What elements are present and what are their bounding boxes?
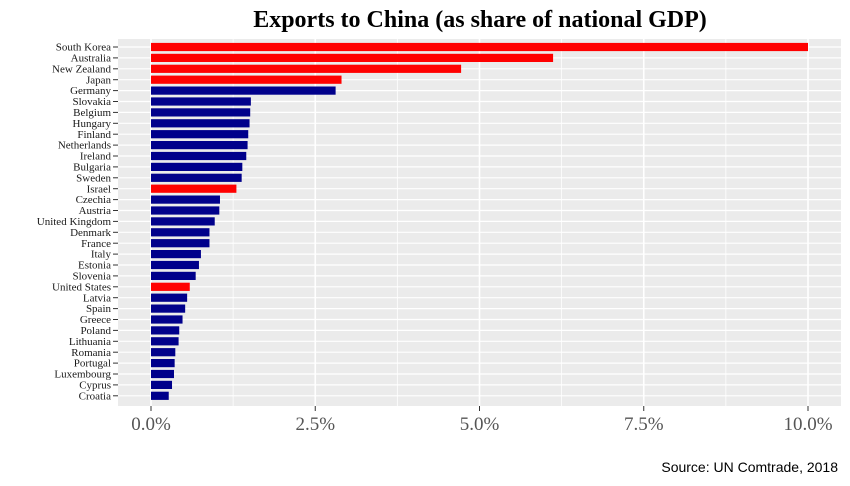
category-label: France bbox=[81, 238, 111, 250]
x-tick-label: 0.0% bbox=[131, 414, 171, 435]
category-label: Japan bbox=[86, 74, 112, 86]
category-label: Netherlands bbox=[58, 140, 111, 152]
bar bbox=[151, 97, 251, 106]
bar bbox=[151, 86, 336, 95]
category-label: United Kingdom bbox=[37, 216, 112, 228]
category-label: Germany bbox=[70, 85, 111, 97]
bar bbox=[151, 369, 174, 379]
category-label: Slovakia bbox=[73, 96, 112, 108]
category-label: Lithuania bbox=[69, 336, 111, 348]
bar bbox=[151, 293, 188, 302]
bar bbox=[151, 239, 210, 248]
bar bbox=[151, 130, 249, 139]
category-label: Austria bbox=[79, 205, 112, 217]
bar bbox=[151, 42, 808, 52]
x-tick-label: 5.0% bbox=[460, 414, 500, 435]
category-label: Italy bbox=[91, 249, 112, 261]
chart-title: Exports to China (as share of national G… bbox=[253, 7, 707, 33]
category-label: Spain bbox=[86, 303, 112, 315]
bar bbox=[151, 184, 237, 193]
x-axis-ticks: 0.0% 2.5% 5.0% 7.5% 10.0% bbox=[131, 406, 833, 435]
bar bbox=[151, 173, 242, 182]
category-label: Romania bbox=[71, 347, 111, 359]
category-label: Cyprus bbox=[79, 380, 111, 392]
bar bbox=[151, 348, 176, 357]
bar bbox=[151, 53, 554, 62]
category-label: Czechia bbox=[76, 194, 112, 206]
bar bbox=[151, 391, 169, 400]
source-note: Source: UN Comtrade, 2018 bbox=[661, 459, 838, 475]
x-tick-label: 7.5% bbox=[624, 414, 664, 435]
x-tick-label: 10.0% bbox=[783, 414, 832, 435]
category-label: South Korea bbox=[56, 42, 111, 54]
category-label: Finland bbox=[77, 129, 111, 141]
category-label: Latvia bbox=[83, 292, 111, 304]
bar bbox=[151, 359, 175, 368]
bar bbox=[151, 337, 179, 346]
bar bbox=[151, 162, 243, 171]
bar bbox=[151, 315, 183, 324]
category-label: Croatia bbox=[79, 390, 111, 402]
bar bbox=[151, 195, 220, 204]
category-label: Ireland bbox=[80, 151, 112, 163]
category-label: Denmark bbox=[70, 227, 111, 239]
bar bbox=[151, 108, 251, 117]
x-tick-label: 2.5% bbox=[295, 414, 335, 435]
bar bbox=[151, 380, 173, 389]
bar bbox=[151, 141, 248, 150]
bar bbox=[151, 250, 201, 259]
category-label: Hungary bbox=[73, 118, 112, 130]
bars bbox=[151, 42, 808, 400]
bar bbox=[151, 151, 247, 161]
category-label: Greece bbox=[80, 314, 111, 326]
category-label: Portugal bbox=[74, 358, 111, 370]
category-label: Australia bbox=[71, 53, 111, 65]
bar bbox=[151, 304, 186, 313]
category-label: Sweden bbox=[76, 172, 111, 184]
category-label: New Zealand bbox=[52, 63, 111, 75]
bar bbox=[151, 119, 250, 128]
category-label: Luxembourg bbox=[54, 369, 111, 381]
category-label: Slovenia bbox=[73, 271, 112, 283]
category-label: Poland bbox=[80, 325, 111, 337]
bar bbox=[151, 326, 180, 335]
bar bbox=[151, 64, 462, 73]
category-label: United States bbox=[52, 281, 111, 293]
bar bbox=[151, 217, 215, 226]
bar bbox=[151, 260, 199, 270]
category-label: Belgium bbox=[73, 107, 111, 119]
category-label: Bulgaria bbox=[73, 162, 111, 174]
bar bbox=[151, 282, 190, 291]
bar bbox=[151, 75, 342, 84]
bar bbox=[151, 228, 210, 237]
bar bbox=[151, 271, 196, 280]
category-label: Israel bbox=[87, 183, 111, 195]
bar bbox=[151, 206, 220, 215]
category-label: Estonia bbox=[78, 260, 111, 272]
